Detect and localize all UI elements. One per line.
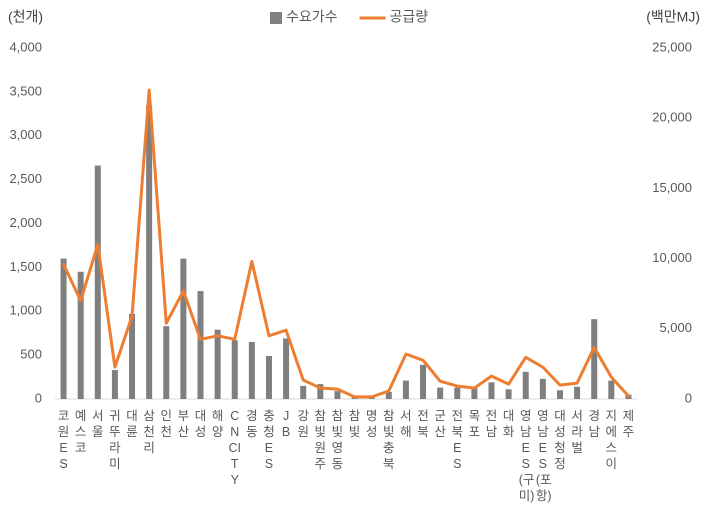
bar xyxy=(522,371,529,399)
x-tick-label: 대성청정 xyxy=(554,409,566,471)
bar xyxy=(420,364,427,399)
bar xyxy=(471,386,478,399)
y2-tick-label: 20,000 xyxy=(652,110,692,125)
bar xyxy=(385,391,392,399)
x-tick-label: 전북ES xyxy=(451,409,463,471)
x-tick-label: 부산 xyxy=(177,409,190,439)
x-tick-label: 참빛 xyxy=(348,409,361,439)
bar xyxy=(317,384,324,399)
legend-label: 수요가수 xyxy=(286,9,338,25)
bar xyxy=(180,258,187,399)
bar xyxy=(556,390,563,399)
bar xyxy=(454,387,461,399)
bar xyxy=(248,341,255,399)
x-tick-label: 경남 xyxy=(588,409,600,439)
bar xyxy=(146,105,153,399)
bar xyxy=(129,313,136,399)
x-tick-label: 영남ES(구미) xyxy=(518,409,535,503)
y-tick-label: 2,000 xyxy=(9,215,42,230)
x-tick-label: 전남 xyxy=(485,409,498,439)
y2-tick-label: 15,000 xyxy=(652,180,692,195)
x-tick-label: 제주 xyxy=(622,409,635,439)
bar xyxy=(608,380,615,399)
x-tick-label: 삼천리 xyxy=(143,409,155,455)
x-tick-label: 참빛영동 xyxy=(331,409,344,471)
y2-tick-label: 5,000 xyxy=(659,320,692,335)
x-tick-label: 대화 xyxy=(502,409,515,439)
bar xyxy=(334,391,341,399)
y-axis-title: (천개) xyxy=(8,9,43,25)
x-tick-label: 귀뚜라미 xyxy=(109,409,121,471)
line xyxy=(62,88,630,399)
x-tick-label: 명성 xyxy=(365,409,378,439)
bar xyxy=(574,386,581,399)
bar xyxy=(539,378,546,399)
y-tick-label: 2,500 xyxy=(9,171,42,186)
y-tick-label: 4,000 xyxy=(9,39,42,54)
x-tick-label: 서라벌 xyxy=(571,409,583,455)
bar xyxy=(402,380,409,399)
bar xyxy=(591,319,598,399)
y-tick-label: 3,500 xyxy=(9,83,42,98)
x-tick-label: 강원 xyxy=(297,409,309,439)
x-tick-label: 코원ES xyxy=(57,409,70,471)
legend-swatch xyxy=(270,12,282,24)
x-tick-label: 충청ES xyxy=(263,409,275,471)
bar xyxy=(77,271,84,399)
y-tick-label: 1,500 xyxy=(9,259,42,274)
y2-tick-label: 0 xyxy=(685,390,692,405)
bar xyxy=(231,340,238,399)
x-tick-label: 참빛원주 xyxy=(314,409,327,471)
bar xyxy=(265,356,272,399)
y-tick-label: 3,000 xyxy=(9,127,42,142)
bar xyxy=(505,389,512,399)
bar xyxy=(197,291,204,399)
x-tick-label: CNCITY xyxy=(228,409,241,487)
x-tick-label: 영남ES(포항) xyxy=(535,409,552,503)
y-tick-label: 0 xyxy=(35,390,42,405)
x-tick-label: 대륜 xyxy=(126,409,138,439)
bar xyxy=(488,382,495,399)
x-tick-label: JB xyxy=(281,409,291,439)
legend-label: 공급량 xyxy=(390,9,429,25)
x-tick-label: 군산 xyxy=(434,409,446,439)
x-tick-label: 서해 xyxy=(400,409,412,439)
bar xyxy=(214,329,221,399)
y2-tick-label: 10,000 xyxy=(652,250,692,265)
x-tick-label: 경동 xyxy=(246,409,258,439)
y-tick-label: 1,000 xyxy=(9,303,42,318)
x-tick-label: 참빛충북 xyxy=(383,409,395,471)
y2-axis-title: (백만MJ) xyxy=(646,9,700,25)
x-tick-label: 서울 xyxy=(92,409,104,439)
bar xyxy=(94,165,101,399)
x-tick-label: 예스코 xyxy=(74,409,87,455)
x-tick-label: 전북 xyxy=(417,409,429,439)
bar xyxy=(60,258,67,399)
bar xyxy=(437,387,444,399)
x-tick-label: 해양 xyxy=(211,409,224,439)
bar xyxy=(283,338,290,399)
x-tick-label: 대성 xyxy=(194,409,207,439)
y2-tick-label: 25,000 xyxy=(652,39,692,54)
x-tick-label: 인천 xyxy=(160,409,172,439)
x-tick-label: 지에스이 xyxy=(605,409,618,471)
bar xyxy=(111,370,118,399)
y-tick-label: 500 xyxy=(20,347,42,362)
x-tick-label: 목포 xyxy=(468,409,481,439)
bar xyxy=(163,326,170,399)
bar xyxy=(300,385,307,399)
